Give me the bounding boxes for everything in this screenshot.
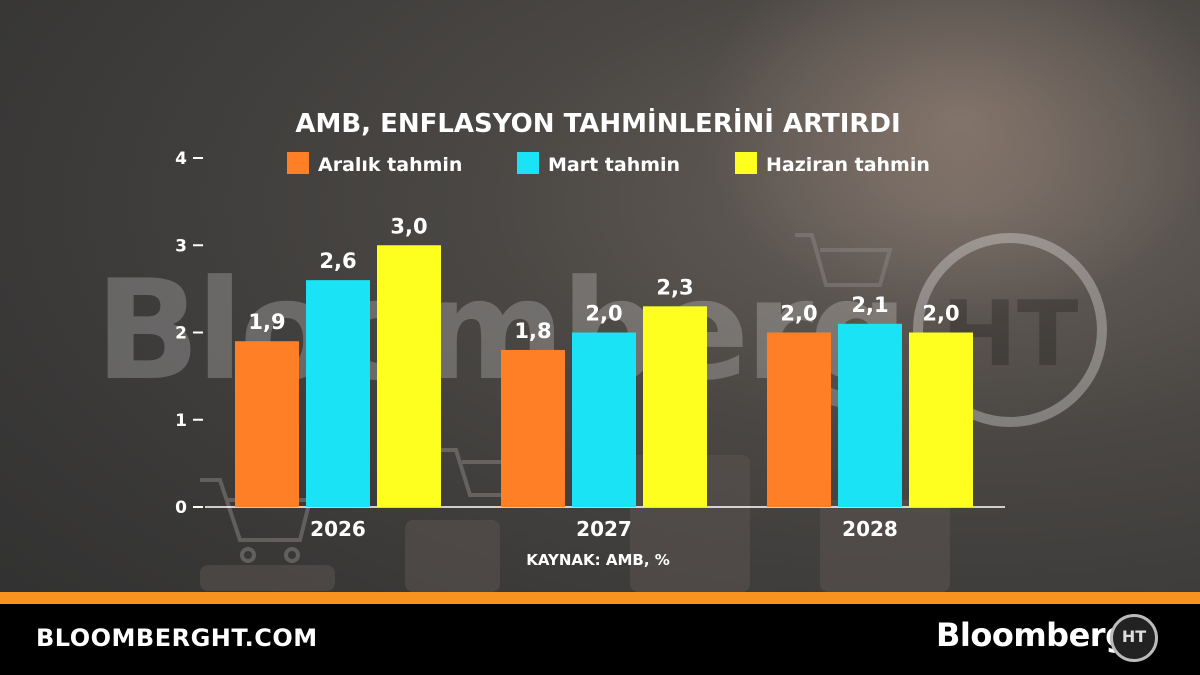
data-label: 2,0: [585, 302, 622, 326]
ht-logo-text: HT: [1121, 627, 1147, 646]
y-tick-label: 3: [175, 236, 187, 256]
bar-2028-1: [767, 332, 831, 507]
data-label: 1,8: [514, 319, 551, 343]
footer-bar: BLOOMBERGHT.COM Bloomberg HT: [0, 604, 1200, 675]
hand-shape: [700, 0, 1200, 320]
x-category-label: 2026: [310, 517, 366, 541]
legend-swatch: [517, 152, 539, 174]
y-tick-label: 1: [175, 411, 187, 431]
brand-logo: Bloomberg: [936, 616, 1128, 654]
bar-2028-3: [909, 332, 973, 507]
legend-label: Aralık tahmin: [318, 154, 462, 176]
bar-2027-2: [572, 332, 636, 507]
legend-label: Haziran tahmin: [766, 154, 930, 176]
bar-2026-1: [235, 341, 299, 507]
bar-2026-3: [377, 245, 441, 507]
data-label: 2,1: [851, 293, 888, 317]
data-label: 2,0: [922, 302, 959, 326]
y-tick-label: 4: [175, 149, 187, 169]
site-url[interactable]: BLOOMBERGHT.COM: [36, 624, 318, 652]
y-tick-label: 2: [175, 324, 187, 344]
data-label: 2,0: [780, 302, 817, 326]
chart-title: AMB, ENFLASYON TAHMİNLERİNİ ARTIRDI: [295, 107, 900, 139]
legend-swatch: [735, 152, 757, 174]
y-tick-label: 0: [175, 498, 187, 518]
legend: Aralık tahmin Mart tahmin Haziran tahmin: [287, 152, 930, 176]
bar-2026-2: [306, 280, 370, 507]
data-label: 2,6: [319, 249, 356, 273]
footer-stripe: [0, 592, 1200, 604]
data-label: 2,3: [656, 275, 693, 299]
data-label: 1,9: [248, 310, 285, 334]
ht-logo-icon: HT: [1110, 614, 1158, 662]
bar-2027-1: [501, 349, 565, 507]
bar-2027-3: [643, 306, 707, 507]
legend-swatch: [287, 152, 309, 174]
data-label: 3,0: [390, 214, 427, 238]
bar-2028-2: [838, 323, 902, 507]
bars: 1,9 2,6 3,0 1,8 2,0 2,3 2,0 2,1 2,0: [235, 214, 973, 507]
legend-label: Mart tahmin: [548, 154, 680, 176]
source-note: KAYNAK: AMB, %: [526, 551, 670, 569]
x-category-label: 2028: [842, 517, 898, 541]
x-axis: 2026 2027 2028: [310, 517, 898, 541]
x-category-label: 2027: [576, 517, 632, 541]
